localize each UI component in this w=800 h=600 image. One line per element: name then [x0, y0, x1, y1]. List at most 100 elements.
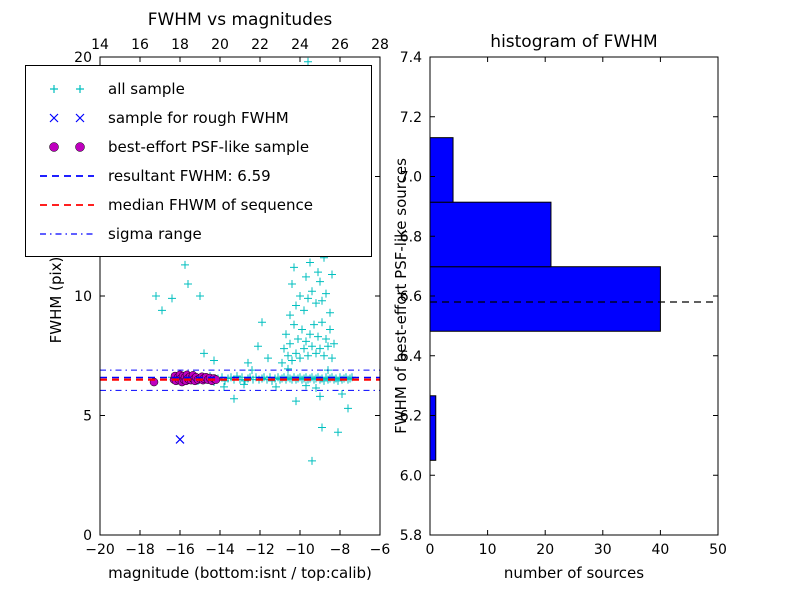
data-point-plus: [298, 325, 306, 334]
data-point-plus: [302, 272, 310, 281]
data-point-plus: [296, 354, 304, 363]
data-point-plus: [254, 342, 262, 351]
data-point-plus: [344, 404, 352, 413]
data-point-plus: [300, 306, 308, 315]
data-point-plus: [302, 381, 310, 390]
data-point-plus: [320, 351, 328, 360]
data-point-plus: [308, 456, 316, 465]
right-y-tick-label: 6.8: [400, 229, 422, 245]
legend-item: best-effort PSF-like sample: [36, 132, 361, 161]
dashdot-line-icon: [40, 232, 94, 235]
data-point-plus: [196, 292, 204, 300]
data-point-plus: [294, 335, 302, 344]
left-y-tick-label: 20: [74, 50, 92, 66]
left-y-tick-label: 10: [74, 289, 92, 305]
data-point-plus: [326, 308, 334, 317]
left-top-tick-label: 20: [211, 37, 229, 53]
histogram-bar: [429, 137, 454, 203]
data-point-plus: [200, 349, 208, 358]
left-plot-xlabel: magnitude (bottom:isnt / top:calib): [108, 564, 372, 582]
left-top-tick-label: 26: [331, 37, 349, 53]
legend: all sample sample for rough FWHM best-effo…: [25, 65, 372, 257]
data-point-plus: [286, 311, 294, 320]
left-x-tick-label: −10: [285, 542, 315, 558]
data-point-plus: [248, 366, 256, 375]
data-point-plus: [278, 374, 286, 383]
dashed-line-icon: [40, 174, 94, 177]
data-point-plus: [286, 339, 294, 348]
scatter-x-icon: [49, 113, 85, 122]
data-point-plus: [314, 268, 322, 277]
data-point-plus: [338, 389, 346, 398]
right-x-tick-label: 50: [709, 542, 727, 558]
data-point-plus: [312, 299, 320, 308]
data-point-plus: [326, 325, 334, 334]
data-point-plus: [296, 292, 304, 300]
right-x-tick-label: 10: [479, 542, 497, 558]
right-x-tick-label: 0: [426, 542, 435, 558]
data-point-plus: [230, 394, 238, 403]
data-point-plus: [318, 296, 326, 305]
legend-label: resultant FWHM: 6.59: [108, 166, 271, 185]
right-plot-xlabel: number of sources: [503, 564, 645, 582]
legend-label: all sample: [108, 79, 185, 98]
left-top-tick-label: 16: [131, 37, 149, 53]
data-point-plus: [258, 374, 266, 383]
data-point-plus: [306, 258, 314, 267]
left-x-tick-label: −8: [330, 542, 351, 558]
histogram-bar: [429, 395, 437, 461]
data-point-x: [175, 434, 185, 444]
left-top-tick-label: 22: [251, 37, 269, 53]
data-point-plus: [282, 330, 290, 339]
data-point-plus: [346, 374, 354, 383]
data-point-plus: [324, 342, 332, 351]
data-point-plus: [244, 374, 252, 383]
left-x-tick-label: −18: [125, 542, 155, 558]
left-y-tick-label: 5: [83, 409, 92, 425]
right-x-tick-label: 20: [536, 542, 554, 558]
legend-label: sigma range: [108, 224, 202, 243]
left-top-tick-label: 24: [291, 37, 309, 53]
data-point-plus: [320, 376, 328, 385]
legend-item: median FHWM of sequence: [36, 190, 361, 219]
data-point-plus: [322, 335, 330, 344]
data-point-plus: [334, 376, 342, 385]
data-point-plus: [318, 423, 326, 432]
right-y-tick-label: 6.6: [400, 289, 422, 305]
data-point-plus: [304, 294, 312, 303]
scatter-circle-icon: [49, 141, 85, 152]
series-sample-for-rough-FWHM: [175, 434, 185, 444]
legend-item: sample for rough FWHM: [36, 103, 361, 132]
right-y-tick-label: 6.4: [400, 349, 422, 365]
data-point-plus: [312, 384, 320, 393]
left-top-tick-label: 18: [171, 37, 189, 53]
right-plot-title: histogram of FWHM: [490, 32, 658, 52]
left-x-tick-label: −12: [245, 542, 275, 558]
data-point-plus: [316, 344, 324, 353]
data-point-plus: [328, 270, 336, 279]
data-point-plus: [158, 306, 166, 315]
data-point-plus: [292, 301, 300, 310]
left-x-tick-label: −14: [205, 542, 235, 558]
left-plot-ylabel: FWHM (pix): [47, 256, 65, 344]
data-point-plus: [290, 263, 298, 272]
right-y-tick-label: 7.0: [400, 170, 422, 186]
data-point-plus: [318, 318, 326, 327]
legend-label: best-effort PSF-like sample: [108, 137, 310, 156]
right-y-tick-label: 5.8: [400, 528, 422, 544]
data-point-plus: [290, 320, 298, 329]
data-point-plus: [330, 339, 338, 348]
data-point-plus: [308, 287, 316, 296]
data-point-plus: [334, 428, 342, 437]
legend-label: median FHWM of sequence: [108, 195, 313, 214]
data-point-plus: [302, 337, 310, 346]
data-point-plus: [152, 292, 160, 300]
data-point-plus: [284, 364, 292, 373]
left-top-tick-label: 28: [371, 37, 389, 53]
left-y-tick-label: 0: [83, 528, 92, 544]
right-y-tick-label: 6.2: [400, 409, 422, 425]
data-point-plus: [316, 392, 324, 401]
data-point-plus: [286, 374, 294, 383]
data-point-plus: [184, 280, 192, 289]
